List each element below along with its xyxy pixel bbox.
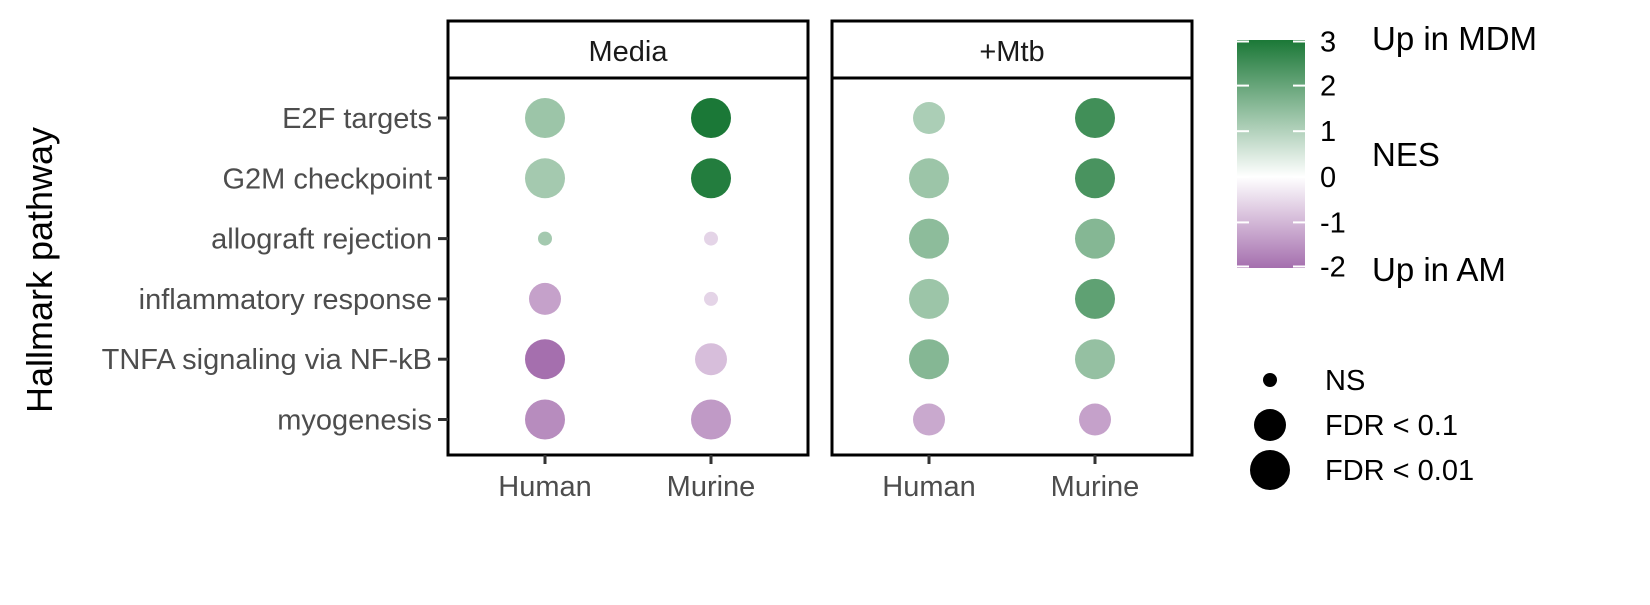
data-point bbox=[909, 218, 949, 259]
color-bar-tick-label: 1 bbox=[1320, 116, 1336, 148]
data-point bbox=[1079, 403, 1111, 436]
data-point bbox=[704, 231, 718, 246]
y-axis-title: Hallmark pathway bbox=[19, 127, 60, 413]
data-point bbox=[913, 102, 945, 134]
color-bar-tick-label: -2 bbox=[1320, 252, 1346, 284]
color-legend-top-label: Up in MDM bbox=[1372, 20, 1537, 57]
y-tick-label: myogenesis bbox=[277, 405, 432, 437]
color-bar-tick-label: 3 bbox=[1320, 27, 1336, 59]
data-point bbox=[691, 158, 731, 199]
color-bar-tick-label: -1 bbox=[1320, 207, 1346, 239]
color-bar-tick-label: 0 bbox=[1320, 162, 1336, 194]
size-legend-label: FDR < 0.1 bbox=[1325, 410, 1458, 442]
size-legend-key bbox=[1254, 409, 1286, 441]
data-point bbox=[1075, 98, 1115, 138]
color-bar-tick-label: 2 bbox=[1320, 71, 1336, 103]
color-legend-bottom-label: Up in AM bbox=[1372, 251, 1506, 288]
size-legend-label: FDR < 0.01 bbox=[1325, 455, 1474, 487]
size-legend-label: NS bbox=[1325, 365, 1365, 397]
x-tick-label: Murine bbox=[1051, 471, 1140, 503]
data-point bbox=[1075, 278, 1115, 319]
facet-strip bbox=[446, 19, 810, 80]
data-point bbox=[538, 231, 552, 246]
x-tick-label: Human bbox=[882, 471, 976, 503]
data-point bbox=[909, 278, 949, 319]
x-tick-label: Murine bbox=[667, 471, 756, 503]
data-point bbox=[704, 291, 718, 306]
y-tick-label: G2M checkpoint bbox=[222, 163, 432, 195]
data-point bbox=[1075, 158, 1115, 199]
data-point bbox=[525, 399, 565, 440]
color-legend-title: NES bbox=[1372, 136, 1440, 173]
facet-label: Media bbox=[589, 36, 669, 68]
data-point bbox=[695, 343, 727, 376]
size-legend-key bbox=[1263, 373, 1277, 387]
y-tick-label: allograft rejection bbox=[211, 224, 432, 256]
data-point bbox=[1075, 218, 1115, 259]
size-legend: NS FDR < 0.1 FDR < 0.01 bbox=[1250, 365, 1474, 490]
data-point bbox=[1075, 339, 1115, 380]
y-tick-label: TNFA signaling via NF-kB bbox=[102, 344, 432, 376]
data-point bbox=[691, 98, 731, 138]
data-point bbox=[909, 158, 949, 199]
panel-mtb: +Mtb Human Murine bbox=[830, 19, 1194, 503]
size-legend-key bbox=[1250, 450, 1290, 490]
data-point bbox=[529, 282, 561, 315]
data-point bbox=[525, 98, 565, 138]
data-point bbox=[525, 339, 565, 380]
y-tick-label: inflammatory response bbox=[139, 284, 432, 316]
y-tick-label: E2F targets bbox=[282, 103, 432, 135]
panel-border bbox=[830, 76, 1194, 457]
x-tick-label: Human bbox=[498, 471, 592, 503]
color-legend: 3 2 1 0 -1 -2 Up in MDM NES Up in AM bbox=[1237, 20, 1537, 288]
color-bar bbox=[1237, 40, 1305, 268]
panel-border bbox=[446, 76, 810, 457]
data-point bbox=[909, 339, 949, 380]
panel-media: Media Human Murine bbox=[446, 19, 810, 503]
data-point bbox=[691, 399, 731, 440]
data-point bbox=[913, 403, 945, 436]
facet-strip bbox=[830, 19, 1194, 80]
facet-label: +Mtb bbox=[979, 36, 1044, 68]
data-point bbox=[525, 158, 565, 199]
